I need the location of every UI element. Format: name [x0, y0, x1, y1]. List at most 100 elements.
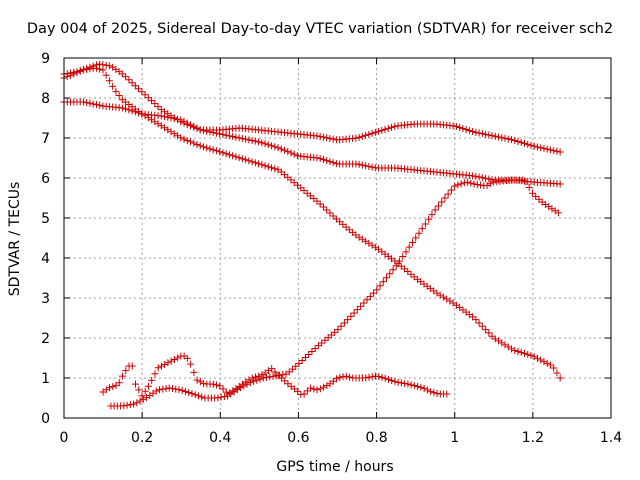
- data-point: [533, 143, 541, 151]
- data-point: [519, 176, 527, 184]
- data-point: [488, 132, 496, 140]
- data-point: [126, 401, 134, 409]
- data-point: [407, 381, 415, 389]
- data-point: [447, 186, 455, 194]
- x-tick-label: 0.8: [365, 430, 387, 446]
- data-point: [162, 385, 170, 393]
- data-point: [294, 387, 302, 395]
- data-point: [543, 359, 551, 367]
- data-point: [363, 296, 371, 304]
- data-point: [414, 383, 422, 391]
- data-point: [352, 134, 360, 142]
- data-point: [485, 175, 493, 183]
- data-point: [316, 132, 324, 140]
- data-point: [556, 180, 564, 188]
- y-tick-label: 3: [41, 291, 50, 307]
- data-point: [485, 329, 493, 337]
- data-point: [186, 138, 194, 146]
- data-point: [319, 133, 327, 141]
- data-point: [530, 353, 538, 361]
- data-point: [449, 122, 457, 130]
- data-point: [139, 395, 147, 403]
- data-point: [268, 365, 276, 373]
- data-point: [70, 70, 78, 78]
- data-point: [120, 402, 128, 410]
- data-point: [336, 373, 344, 381]
- data-point: [329, 212, 337, 220]
- data-point: [193, 124, 201, 132]
- data-point: [342, 372, 350, 380]
- data-point: [457, 180, 465, 188]
- data-point: [199, 143, 207, 151]
- data-point: [238, 135, 246, 143]
- data-point: [554, 209, 562, 217]
- data-point: [232, 133, 240, 141]
- data-point: [191, 391, 199, 399]
- data-point: [190, 139, 198, 147]
- data-point: [180, 117, 188, 125]
- data-point: [109, 383, 117, 391]
- data-point: [269, 372, 277, 380]
- data-point: [105, 77, 113, 85]
- data-point: [115, 379, 123, 387]
- y-tick-label: 0: [41, 411, 50, 427]
- data-point: [305, 351, 313, 359]
- data-point: [334, 326, 342, 334]
- data-point: [520, 139, 528, 147]
- data-point: [520, 349, 528, 357]
- data-point: [378, 126, 386, 134]
- data-point: [527, 141, 535, 149]
- data-point: [402, 248, 410, 256]
- data-point: [232, 153, 240, 161]
- data-point: [248, 137, 256, 145]
- data-point: [360, 299, 368, 307]
- data-point: [420, 384, 428, 392]
- data-point: [141, 91, 149, 99]
- data-point: [397, 379, 405, 387]
- x-tick-label: 0.2: [131, 430, 153, 446]
- data-point: [438, 198, 446, 206]
- data-point: [115, 92, 123, 100]
- data-point: [482, 326, 490, 334]
- data-point: [556, 374, 564, 382]
- data-point: [193, 376, 201, 384]
- y-tick-label: 6: [41, 171, 50, 187]
- data-point: [66, 71, 74, 79]
- data-point: [462, 126, 470, 134]
- data-point: [83, 65, 91, 73]
- data-point: [203, 127, 211, 135]
- data-point: [136, 397, 144, 405]
- data-point: [392, 262, 400, 270]
- data-point: [258, 371, 266, 379]
- data-point: [311, 345, 319, 353]
- data-point: [388, 376, 396, 384]
- data-point: [190, 122, 198, 130]
- data-point: [164, 113, 172, 121]
- data-point: [216, 382, 224, 390]
- data-point: [86, 65, 94, 73]
- data-point: [73, 69, 81, 77]
- data-point: [316, 155, 324, 163]
- data-point: [337, 322, 345, 330]
- series-sat-d: [107, 176, 562, 410]
- data-point: [164, 359, 172, 367]
- data-point: [172, 385, 180, 393]
- data-point: [412, 234, 420, 242]
- data-point: [475, 319, 483, 327]
- data-point: [323, 157, 331, 165]
- data-point: [504, 135, 512, 143]
- data-point: [430, 389, 438, 397]
- data-point: [99, 66, 107, 74]
- data-point: [434, 202, 442, 210]
- data-point: [417, 383, 425, 391]
- data-point: [329, 135, 337, 143]
- data-point: [464, 178, 472, 186]
- y-tick-label: 9: [41, 51, 50, 67]
- data-point: [362, 162, 370, 170]
- data-point: [222, 388, 230, 396]
- y-tick-label: 4: [41, 251, 50, 267]
- data-point: [242, 156, 250, 164]
- data-point: [366, 292, 374, 300]
- y-tick-label: 5: [41, 211, 50, 227]
- data-point: [132, 380, 140, 388]
